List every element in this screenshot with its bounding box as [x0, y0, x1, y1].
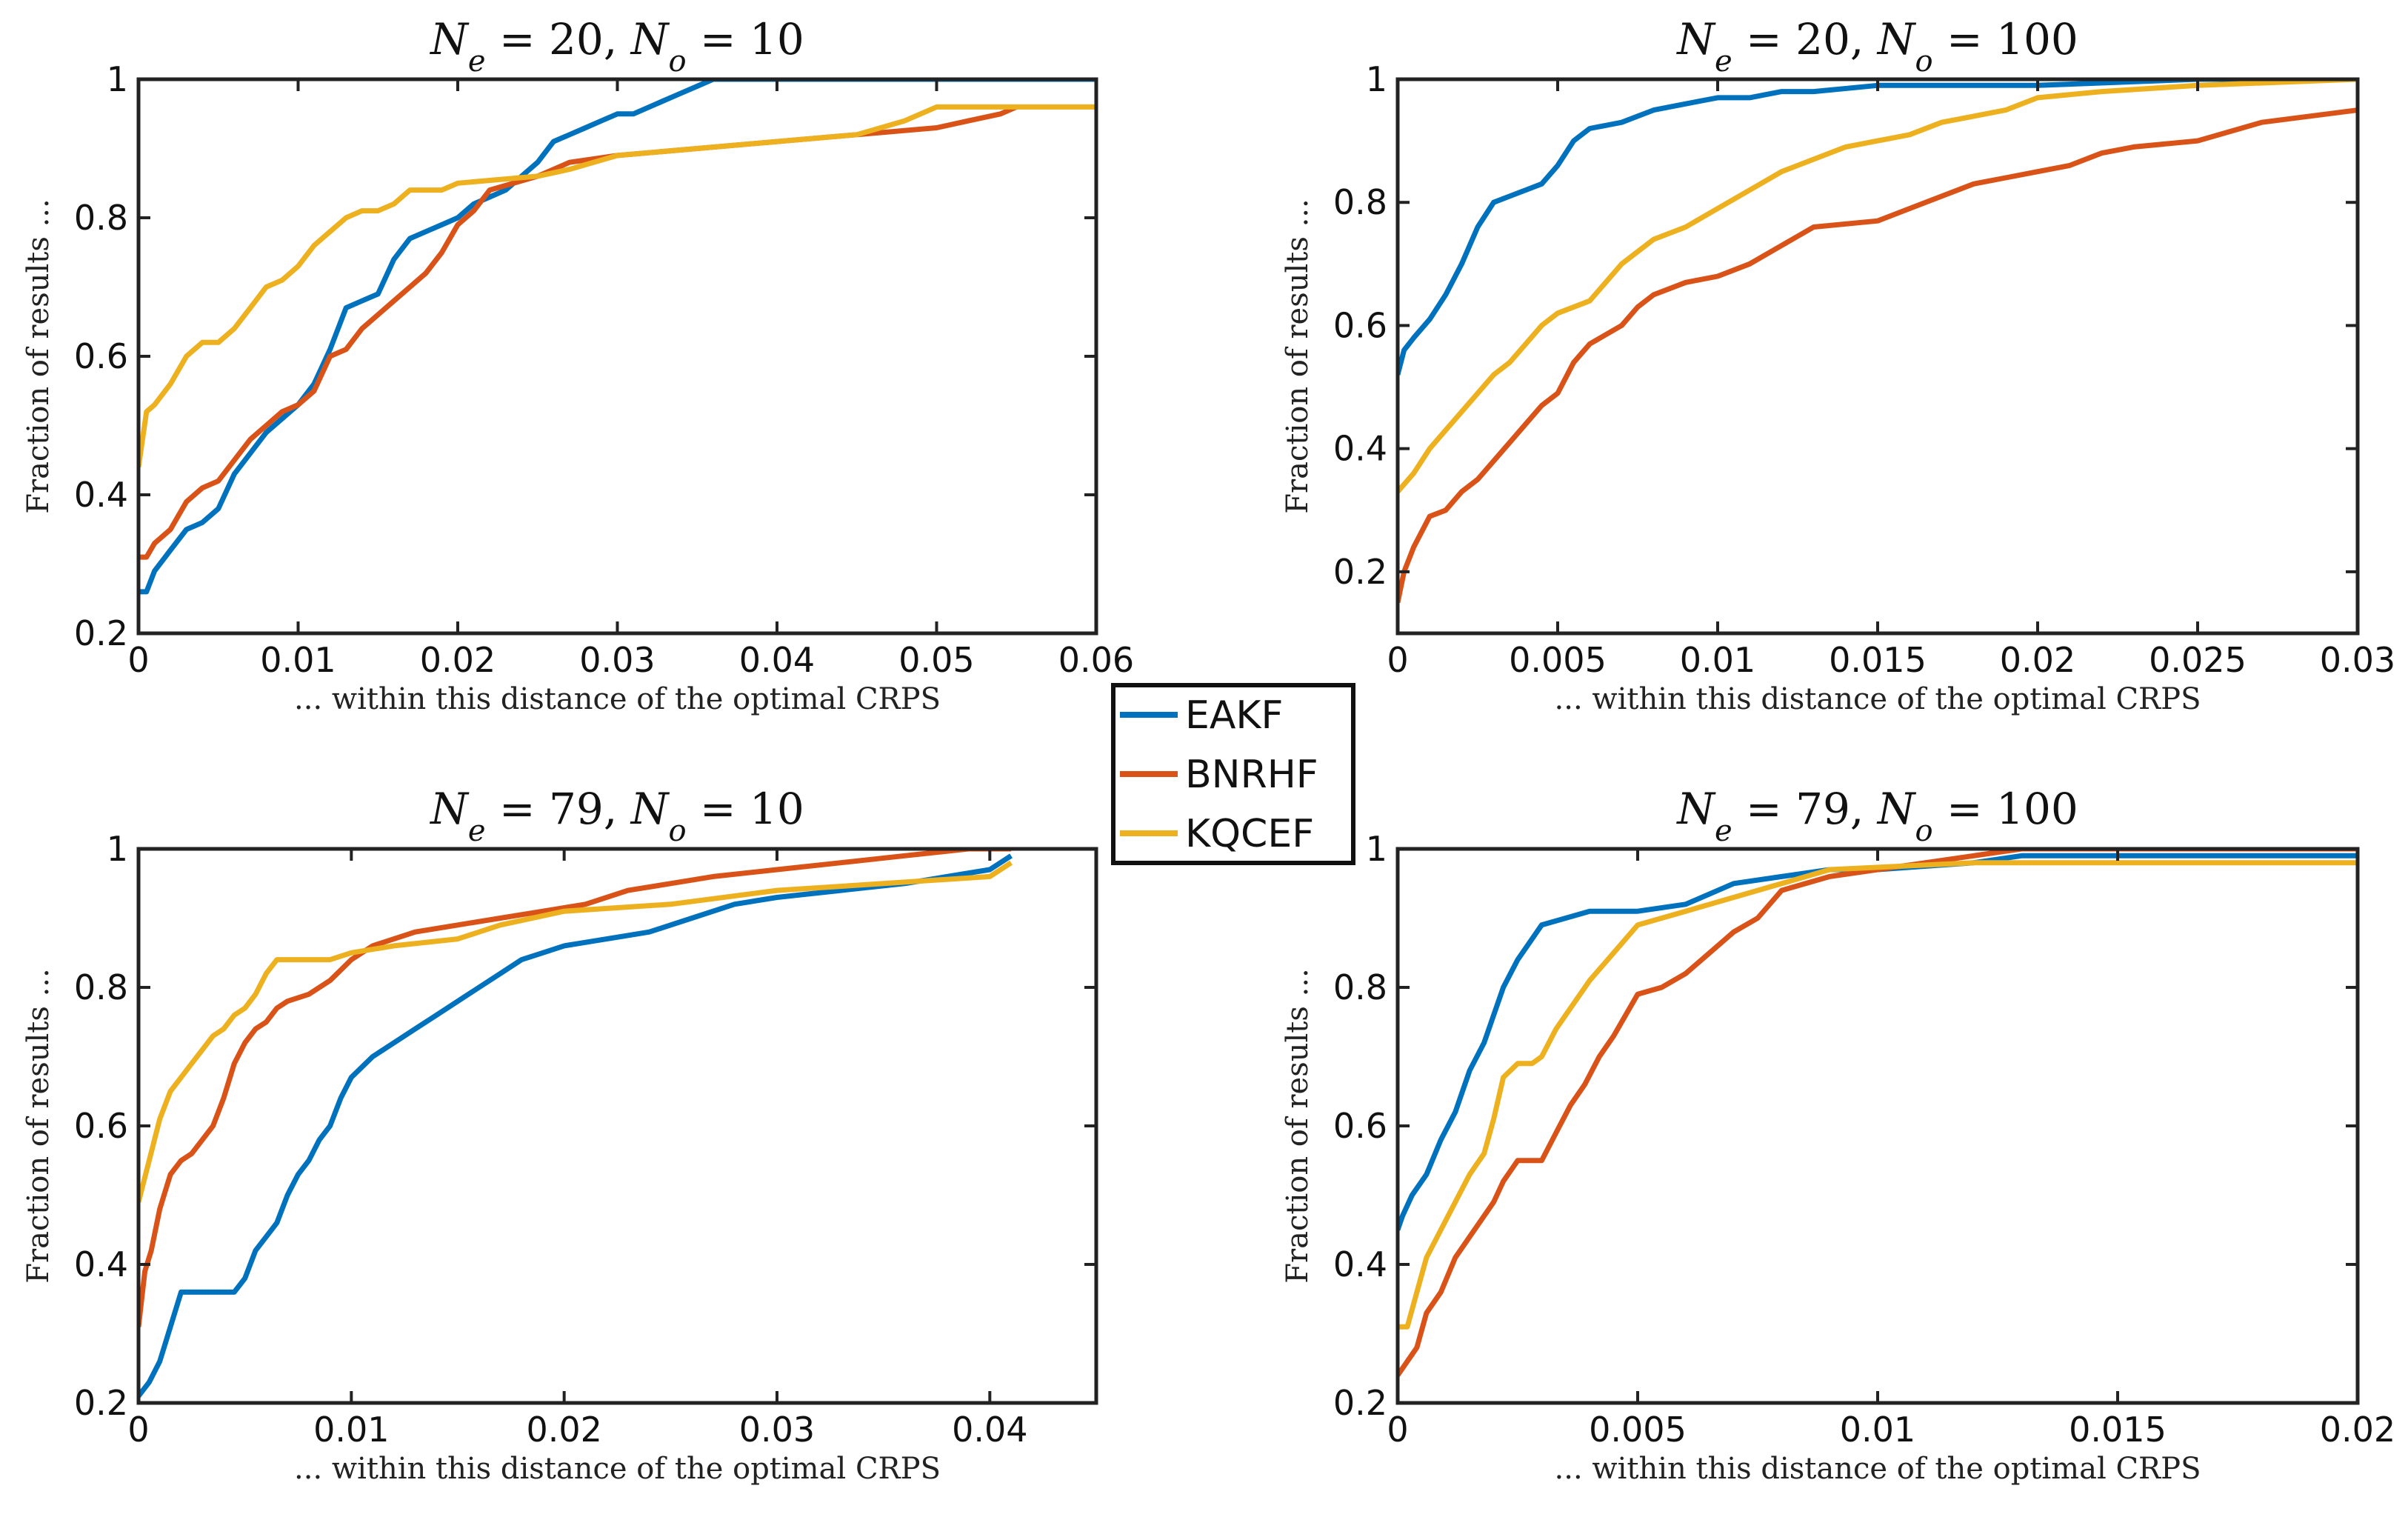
panel-title: Ne = 79, No = 10: [429, 784, 804, 848]
y-tick-label: 0.6: [1333, 1106, 1387, 1146]
x-tick-label: 0.02: [420, 640, 496, 680]
panel-title: Ne = 79, No = 100: [1675, 784, 2078, 848]
x-tick-label: 0.02: [2320, 1410, 2395, 1450]
x-tick-label: 0.025: [2149, 640, 2247, 680]
y-tick-label: 0.8: [1333, 182, 1387, 222]
axes-box: [136, 77, 1098, 636]
y-tick-label: 0.6: [74, 1106, 128, 1146]
series-line-kqcef: [139, 860, 1013, 1203]
y-axis-label: Fraction of results ...: [21, 199, 56, 514]
y-tick-label: 0.4: [74, 1244, 128, 1284]
y-tick-label: 0.4: [1333, 1244, 1387, 1284]
panel-3: 0 0.01 0.02 0.03 0.04 0.2 0.4 0.6 0.8 1 Ne = 79, N…: [21, 784, 1098, 1486]
axes-box: [136, 847, 1098, 1405]
y-tick-label: 0.4: [74, 475, 128, 515]
series-line-bnrhf: [139, 104, 1018, 560]
x-axis-label: ... within this distance of the optimal …: [294, 682, 941, 716]
series-line-eakf: [1398, 853, 2358, 1231]
x-tick-label: 0.005: [1509, 640, 1607, 680]
x-tick-label: 0.06: [1058, 640, 1134, 680]
y-tick-label: 0.2: [1333, 552, 1387, 592]
series-line-kqcef: [139, 104, 1096, 468]
x-tick-label: 0.01: [1680, 640, 1755, 680]
x-axis-label: ... within this distance of the optimal …: [1555, 682, 2201, 716]
y-tick-label: 0.8: [1333, 967, 1387, 1007]
y-tick-label: 0.2: [1333, 1383, 1387, 1423]
series-line-bnrhf: [139, 849, 1012, 1327]
panel-2: 0 0.005 0.01 0.015 0.02 0.025 0.03 0.2 0.4 0.6 0.8…: [1281, 14, 2395, 716]
y-tick-label: 0.2: [74, 613, 128, 653]
chart-panels: 0 0.01 0.02 0.03 0.04 0.05 0.06 0.2 0.4 0.6 0.8 1 Ne…: [21, 14, 2395, 1486]
series-line-eakf: [139, 79, 1096, 595]
series-line-eakf: [139, 853, 1013, 1398]
x-tick-label: 0.005: [1589, 1410, 1687, 1450]
x-axis-label: ... within this distance of the optimal …: [1555, 1452, 2201, 1486]
panel-title: Ne = 20, No = 100: [1675, 14, 2078, 79]
series-group: [139, 79, 1096, 595]
y-tick-label: 0.6: [1333, 305, 1387, 345]
series-line-eakf: [1398, 79, 2358, 376]
x-tick-label: 0.015: [2069, 1410, 2167, 1450]
x-tick-label: 0.015: [1829, 640, 1927, 680]
y-tick-label: 0.6: [74, 336, 128, 376]
series-line-bnrhf: [1398, 107, 2358, 604]
series-line-kqcef: [1398, 860, 2358, 1330]
y-tick-label: 1: [107, 829, 128, 869]
series-line-bnrhf: [1398, 849, 2358, 1377]
x-tick-label: 0.03: [2320, 640, 2395, 680]
x-tick-label: 0.04: [739, 640, 815, 680]
x-tick-label: 0: [1387, 1410, 1408, 1450]
legend-label-eakf: EAKF: [1185, 693, 1283, 738]
panel-4: 0 0.005 0.01 0.015 0.02 0.2 0.4 0.6 0.8 1 Ne = 79,…: [1281, 784, 2395, 1486]
x-axis-label: ... within this distance of the optimal …: [294, 1452, 941, 1486]
x-tick-label: 0: [127, 640, 149, 680]
series-group: [1398, 79, 2358, 604]
x-tick-label: 0.01: [260, 640, 336, 680]
y-tick-label: 0.4: [1333, 429, 1387, 469]
y-tick-label: 1: [1366, 59, 1387, 99]
y-tick-label: 0.2: [74, 1383, 128, 1423]
y-axis-label: Fraction of results ...: [1281, 968, 1315, 1284]
series-line-kqcef: [1398, 79, 2358, 494]
legend-label-bnrhf: BNRHF: [1185, 753, 1318, 797]
panel-title: Ne = 20, No = 10: [429, 14, 804, 79]
y-tick-label: 0.8: [74, 198, 128, 238]
x-tick-label: 0.03: [739, 1410, 815, 1450]
legend: EAKF BNRHF KQCEF: [1111, 683, 1355, 865]
series-group: [139, 849, 1013, 1398]
series-group: [1398, 849, 2358, 1377]
legend-label-kqcef: KQCEF: [1185, 812, 1314, 856]
panel-1: 0 0.01 0.02 0.03 0.04 0.05 0.06 0.2 0.4 0.6 0.8 1 Ne…: [21, 14, 1134, 716]
x-tick-label: 0: [127, 1410, 149, 1450]
axes-box: [1395, 77, 2360, 636]
x-tick-label: 0.05: [898, 640, 974, 680]
x-tick-label: 0.01: [1840, 1410, 1915, 1450]
x-tick-label: 0.01: [313, 1410, 389, 1450]
y-tick-label: 1: [1366, 829, 1387, 869]
x-tick-label: 0.02: [2000, 640, 2075, 680]
x-tick-label: 0.02: [526, 1410, 601, 1450]
x-tick-label: 0.04: [952, 1410, 1027, 1450]
x-tick-label: 0: [1387, 640, 1408, 680]
y-tick-label: 1: [107, 59, 128, 99]
y-axis-label: Fraction of results ...: [1281, 199, 1315, 514]
axes-box: [1395, 847, 2360, 1405]
x-tick-label: 0.03: [579, 640, 655, 680]
y-axis-label: Fraction of results ...: [21, 968, 56, 1284]
y-tick-label: 0.8: [74, 967, 128, 1007]
